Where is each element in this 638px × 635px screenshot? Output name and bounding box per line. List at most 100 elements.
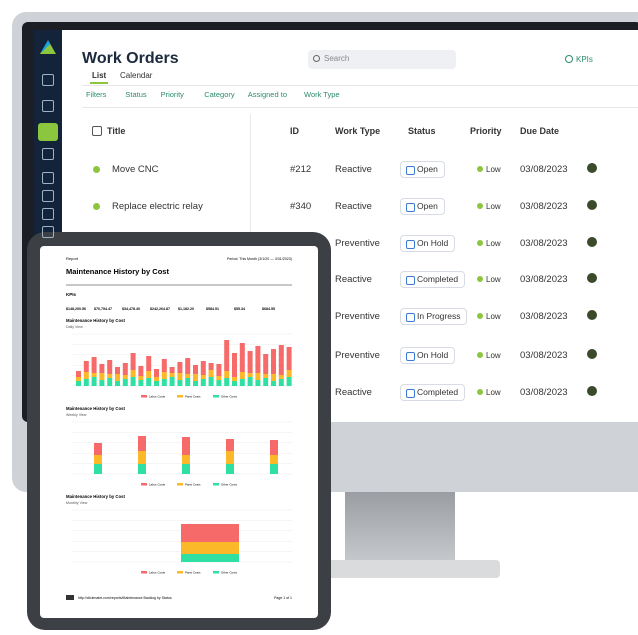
assignee-avatar (587, 386, 597, 396)
assignee-avatar (587, 237, 597, 247)
bar-segment (154, 369, 159, 377)
bar-segment (177, 380, 183, 386)
bar-segment (278, 345, 284, 375)
kpi-value: $70,794.47 (94, 307, 112, 311)
status-badge: On Hold (400, 347, 456, 364)
legend-swatch (213, 571, 219, 574)
row-title[interactable]: Move CNC (112, 164, 159, 175)
bar-segment (263, 354, 269, 374)
bar-segment (94, 443, 102, 455)
assignee-avatar (587, 273, 597, 283)
bar-segment (185, 358, 191, 374)
bar-segment (181, 554, 239, 562)
sidebar-icon (42, 172, 54, 184)
row-title[interactable]: Replace electric relay (112, 201, 203, 212)
sidebar-icon (42, 148, 54, 160)
tab[interactable]: List (92, 71, 107, 80)
bar-segment (182, 464, 190, 474)
kpi-value: $148,200.56 (66, 307, 86, 311)
kpi-value: $55.34 (234, 307, 245, 311)
section-title: Maintenance History by Cost (66, 494, 126, 499)
row-priority: Low (486, 165, 501, 174)
footer-url: http://clickmaint.com/reports/Maintenanc… (78, 596, 172, 600)
priority-dot (477, 276, 483, 282)
bar-segment (99, 364, 105, 373)
row-priority: Low (486, 312, 501, 321)
bar-segment (263, 378, 269, 386)
status-icon (406, 352, 415, 361)
legend-swatch (141, 483, 147, 486)
bar-segment (91, 373, 97, 377)
row-due-date: 03/08/2023 (520, 387, 568, 398)
bar-segment (177, 373, 183, 380)
column-header: Work Type (335, 126, 381, 136)
tab[interactable]: Calendar (120, 71, 153, 80)
row-work-type: Preventive (335, 311, 380, 322)
bar-segment (255, 346, 261, 373)
report-title: Maintenance History by Cost (66, 267, 169, 276)
divider (82, 85, 638, 86)
legend-label: Labor Costs (149, 483, 166, 487)
sidebar-icon (42, 226, 54, 238)
bar-segment (107, 374, 113, 378)
tab-underline (90, 82, 108, 84)
bar-segment (232, 377, 237, 381)
monitor-base (300, 560, 500, 578)
filter[interactable]: Priority (160, 90, 184, 99)
search-placeholder: Search (324, 54, 350, 63)
bar-segment (177, 362, 183, 373)
section-title: Maintenance History by Cost (66, 318, 126, 323)
bar-segment (161, 372, 167, 379)
filter[interactable]: Category (204, 90, 235, 99)
bar-segment (247, 377, 253, 386)
status-icon (406, 313, 415, 322)
legend-swatch (141, 571, 147, 574)
bar-segment (161, 379, 167, 386)
bar-segment (247, 351, 253, 373)
bar-segment (286, 370, 292, 377)
kpis-button[interactable]: KPIs (576, 55, 593, 64)
filter[interactable]: Status (125, 90, 147, 99)
bar-segment (224, 378, 230, 386)
bar-segment (146, 378, 152, 386)
bar-segment (208, 363, 214, 370)
bar-segment (226, 464, 234, 474)
search-box[interactable]: Search (308, 50, 456, 69)
bar-segment (286, 347, 292, 370)
checkbox[interactable] (92, 126, 102, 136)
bar-segment (239, 379, 245, 386)
bar-segment (138, 436, 146, 451)
row-due-date: 03/08/2023 (520, 274, 568, 285)
bar-segment (94, 464, 102, 474)
bar-segment (271, 374, 276, 381)
priority-dot (477, 313, 483, 319)
kpi-value: $34,478.40 (122, 307, 140, 311)
assignee-avatar (587, 200, 597, 210)
filter[interactable]: Assigned to (247, 90, 287, 99)
bar-segment (239, 343, 245, 372)
bar-segment (154, 377, 159, 381)
legend-swatch (177, 395, 183, 398)
sidebar-active[interactable] (38, 123, 58, 141)
row-work-type: Reactive (335, 274, 372, 285)
section-subtitle: Daily View (66, 325, 83, 329)
bar-segment (232, 381, 237, 386)
report-period: Period: This Month (3/1/20 — 3/31/2023) (227, 257, 292, 261)
bar-segment (216, 376, 222, 380)
column-header: Due Date (520, 126, 560, 136)
legend-swatch (213, 395, 219, 398)
status-icon (406, 203, 415, 212)
row-dot (93, 166, 100, 173)
column-header: ID (290, 126, 299, 136)
column-header: Status (408, 126, 436, 136)
assignee-avatar (587, 163, 597, 173)
filter[interactable]: Filters (86, 90, 107, 99)
bar-segment (255, 373, 261, 380)
legend-swatch (177, 483, 183, 486)
bar-segment (270, 464, 278, 474)
filter[interactable]: Work Type (304, 90, 340, 99)
bar-segment (122, 363, 128, 375)
row-work-type: Preventive (335, 238, 380, 249)
bar-segment (286, 377, 292, 386)
